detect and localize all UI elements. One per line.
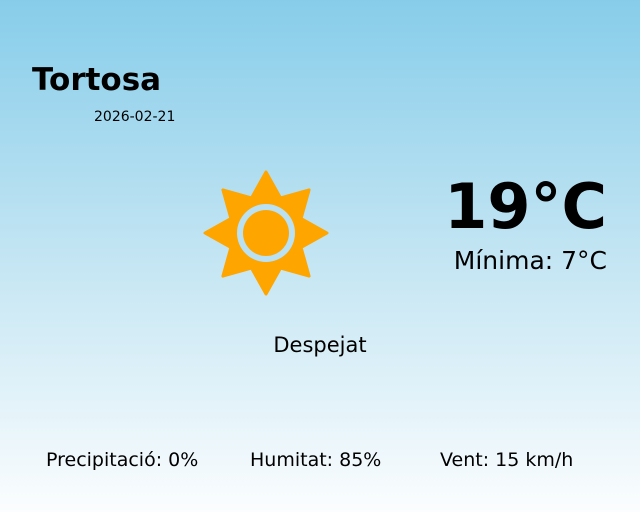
current-temperature: 19°C: [444, 170, 607, 243]
weather-condition: Despejat: [273, 333, 367, 357]
wind: Vent: 15 km/h: [440, 449, 574, 471]
city-name: Tortosa: [32, 62, 162, 98]
sun-icon: [203, 170, 329, 296]
minimum-temperature: Mínima: 7°C: [453, 246, 607, 275]
precipitation: Precipitació: 0%: [46, 449, 199, 471]
humidity: Humitat: 85%: [250, 449, 382, 471]
forecast-date: 2026-02-21: [94, 109, 176, 125]
